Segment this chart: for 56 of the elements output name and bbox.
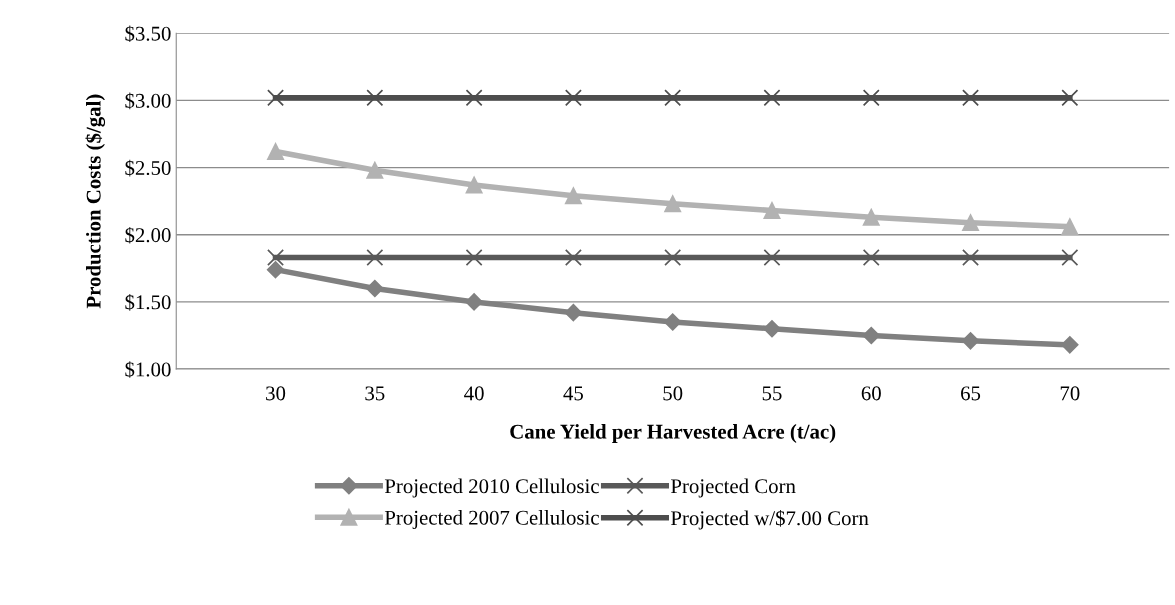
point [465,249,483,267]
point [564,303,583,322]
y-tick-label: $2.00 [125,226,171,244]
point [465,293,483,311]
legend-label: Projected 2007 Cellulosic [384,510,599,529]
x-tick-label: 50 [663,386,683,401]
point [962,89,980,107]
point [267,249,285,267]
point [1061,89,1079,107]
x-tick-label: 65 [961,386,981,401]
point [862,89,880,107]
point [962,214,980,232]
point [763,249,781,267]
point [1061,249,1079,267]
point [862,208,880,226]
x-tick-label: 70 [1060,386,1080,401]
point [465,89,483,107]
y-axis-title: Production Costs ($/gal) [85,94,106,309]
point [664,89,682,107]
point [763,89,781,107]
point [1061,336,1079,354]
legend-label: Projected 2010 Cellulosic [384,478,599,498]
x-axis-title: Cane Yield per Harvested Acre (t/ac) [510,424,836,443]
x-tick-label: 55 [762,386,782,401]
point [862,326,880,345]
legend-label: Projected Corn [671,478,796,498]
x-tick-label: 30 [266,386,286,401]
point [267,89,285,107]
point [366,279,384,298]
y-tick-label: $1.00 [125,361,171,378]
point [763,320,781,338]
point [366,161,384,179]
y-tick-label: $3.50 [125,25,171,43]
point [465,176,483,194]
x-tick-label: 40 [464,386,484,401]
point [664,195,682,213]
y-tick-label: $1.50 [125,294,171,311]
x-tick-label: 35 [365,386,385,401]
point [564,187,582,205]
point [763,202,781,220]
point [663,313,682,331]
legend-label: Projected w/$7.00 Corn [671,509,869,530]
point [564,249,582,267]
point [266,260,285,279]
point [267,142,285,160]
x-tick-label: 60 [861,386,881,401]
point [564,89,582,107]
point [664,249,682,267]
point [366,89,384,107]
point [862,249,880,267]
x-tick-label: 45 [563,386,583,401]
point [1061,218,1079,236]
y-tick-label: $3.00 [125,92,171,110]
y-tick-label: $2.50 [125,159,171,177]
point [366,249,384,267]
point [962,249,980,267]
